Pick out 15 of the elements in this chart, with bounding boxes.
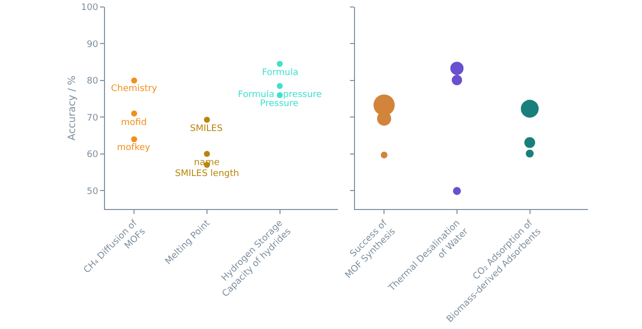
y-tick-label: 100	[81, 3, 98, 14]
y-tick-label: 60	[86, 150, 98, 160]
annotation: Chemistry	[111, 84, 158, 94]
y-tick-label: 90	[86, 40, 98, 50]
y-tick-label: 50	[86, 186, 98, 197]
annotation: mofkey	[117, 143, 151, 153]
y-axis-title: Accuracy / %	[67, 76, 78, 140]
annotation: Formula pressure	[238, 90, 322, 100]
annotation: Formula	[262, 68, 298, 78]
annotation: SMILES length	[175, 169, 240, 179]
y-tick-label: 70	[86, 113, 98, 124]
annotation: Pressure	[260, 99, 299, 109]
annotation: SMILES	[190, 124, 223, 134]
y-tick-label: 80	[86, 76, 98, 87]
annotation: mofid	[121, 118, 147, 128]
